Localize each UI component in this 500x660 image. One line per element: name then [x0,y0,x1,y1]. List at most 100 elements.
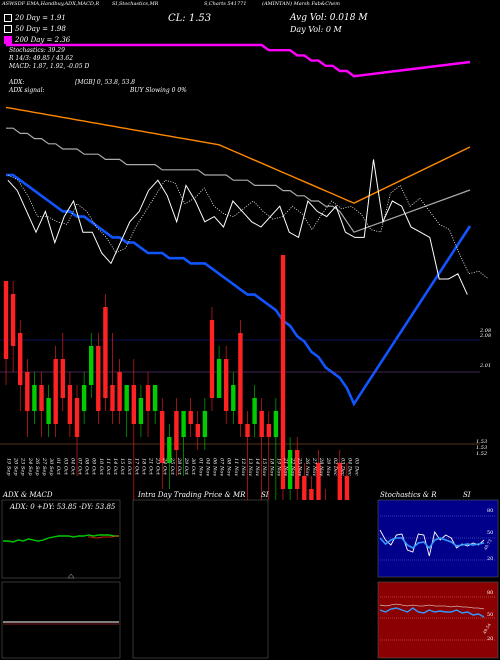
header-text-2: SI,Stochastics,MR [112,1,159,7]
date-label: 09 Oct [91,458,97,476]
close-line [7,159,468,295]
ema50-line [6,127,471,233]
date-label: 08 Nov [226,458,232,476]
date-label: 25 Nov [297,457,303,476]
date-label: 18 Oct [140,458,146,476]
ema200-line [6,43,471,78]
candle-body [216,359,222,398]
header-text-1: ASWSDF EMA,Handbuy,ADX,MACD,R [2,1,100,7]
header-text-3: S,Charts 541771 [204,1,247,7]
price-label-5: 1.52 [476,451,488,457]
candles [3,255,350,500]
date-label: 19 Sep [6,458,12,476]
date-label: 20 Sep [13,457,19,476]
date-label: 17 Oct [133,458,139,476]
date-label: 01 Nov [197,458,203,476]
adx-values: ADX: 0 +DY: 53.85 -DY: 53.85 [10,503,116,511]
date-label: 29 Nov [325,457,331,476]
date-label: 01 Oct [55,458,61,476]
date-axis: 19 Sep 20 Sep 23 Sep 24 Sep 26 Sep 27 Sep 30 S… [6,457,360,476]
stoch-tick-20: 20 [487,556,494,562]
candle-body [344,476,350,500]
rsi-tick-50: 50 [487,612,494,618]
date-label: 26 Nov [304,457,310,476]
candle-body [209,320,215,398]
price-label-1: 2.08 [480,328,492,334]
candle-body [252,398,257,424]
chart-header: ASWSDF EMA,Handbuy,ADX,MACD,R SI,Stochas… [0,1,500,11]
date-label: 10 Oct [98,458,104,476]
avg-volume: Avg Vol: 0.018 M [290,13,368,23]
date-label: 30 Sep [48,458,54,476]
candle-body [160,411,165,463]
date-label: 15 Oct [119,458,125,476]
candle-body [287,450,293,489]
ema50-series [6,127,472,407]
price-label-4: 1.53 [476,445,488,451]
ema200-legend: 200 Day = 2.36 [4,36,70,44]
candle-body [32,385,37,411]
candle-body [46,398,51,424]
adx-line [3,534,119,543]
date-label: 29 Oct [183,457,189,476]
date-label: 11 Nov [233,458,239,476]
price-label-2: 2.01 [480,363,492,369]
ema-orange-line [5,106,471,204]
date-label: 08 Oct [84,458,90,476]
day-volume: Day Vol: 0 M [290,25,342,34]
date-label: 04 Dec [346,458,352,476]
date-label: 07 Oct [77,458,83,476]
date-label: 07 Nov [219,458,225,476]
rsi-panel-frame [377,581,499,659]
candle-body [25,372,30,411]
candle-body [316,463,321,500]
date-label: 28 Oct [176,457,182,476]
date-label: 23 Sep [20,457,26,476]
intraday-panel-title-b: SI [261,491,269,499]
date-label: 04 Oct [69,458,75,476]
close-label: CL: 1.53 [168,13,212,24]
candle-body [309,489,314,500]
candle-body [60,359,65,398]
date-label: 04 Nov [204,458,210,476]
date-label: 15 Nov [261,458,267,476]
stoch-panel-title: Stochastics & R [380,491,437,499]
candle-body [238,333,243,424]
candle-body [188,411,193,424]
stoch-tick-80: 80 [487,508,494,514]
price-label-1b: 2.08 [480,333,492,339]
stoch-legend-2: R 14/3: 49.85 / 43.62 [9,55,74,62]
candle-body [266,424,271,437]
adx-legend-2: ADX signal: [9,87,45,94]
ema20-series [5,106,471,204]
candle-body [337,463,342,500]
date-label: 16 Oct [126,458,132,476]
adx-marker [67,573,75,579]
stoch-k-line [379,529,485,557]
price-label-3: 1.53 [476,439,488,445]
dotted-series [8,174,489,280]
date-label: 12 Nov [240,458,246,476]
candle-body [74,398,80,437]
candle-body [89,346,94,385]
date-label: 28 Nov [318,457,324,476]
date-label: 30 Oct [190,458,196,476]
intraday-panel-title: Intra Day Trading Price & MR [138,491,246,499]
date-label: 03 Dec [339,458,345,476]
date-label: 19 Nov [275,458,281,476]
adx-legend-1b: [MGB] 0, 53.8, 53.8 [75,79,136,86]
date-label: 21 Nov [283,457,289,476]
date-label: 25 Oct [169,457,175,476]
date-label: 06 Nov [212,458,218,476]
rsi-line-2 [379,603,485,610]
date-label: 13 Nov [247,458,253,476]
date-label: 24 Oct [162,457,168,476]
rsi-line [379,607,485,618]
date-label: 24 Sep [27,457,33,476]
candle-body [280,255,286,489]
candle-body [131,385,136,424]
date-label: 14 Oct [112,458,118,476]
date-label: 14 Nov [254,458,260,476]
candle-body [181,411,186,437]
candle-body [124,385,129,411]
